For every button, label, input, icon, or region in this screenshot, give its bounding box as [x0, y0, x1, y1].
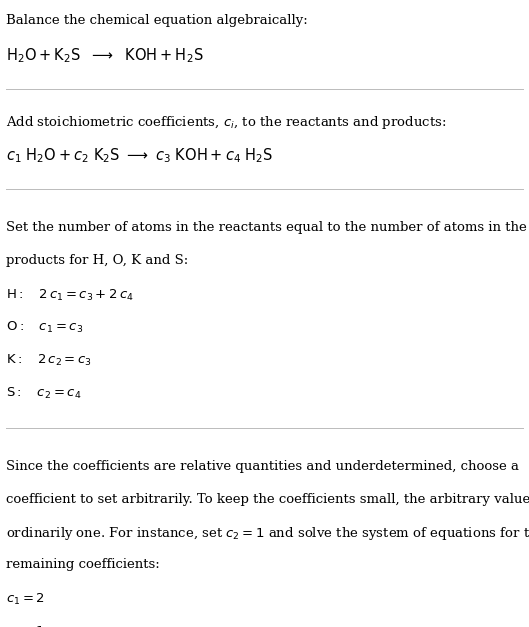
Text: Set the number of atoms in the reactants equal to the number of atoms in the: Set the number of atoms in the reactants… — [6, 221, 527, 234]
Text: $\mathsf{K:}\quad 2\,c_2 = c_3$: $\mathsf{K:}\quad 2\,c_2 = c_3$ — [6, 353, 93, 368]
Text: $c_1 = 2$: $c_1 = 2$ — [6, 592, 45, 607]
Text: remaining coefficients:: remaining coefficients: — [6, 558, 160, 571]
Text: Since the coefficients are relative quantities and underdetermined, choose a: Since the coefficients are relative quan… — [6, 460, 519, 473]
Text: coefficient to set arbitrarily. To keep the coefficients small, the arbitrary va: coefficient to set arbitrarily. To keep … — [6, 493, 529, 506]
Text: $c_1\ \mathsf{H_2O} + c_2\ \mathsf{K_2S}\ \longrightarrow\ c_3\ \mathsf{KOH} + c: $c_1\ \mathsf{H_2O} + c_2\ \mathsf{K_2S}… — [6, 147, 274, 165]
Text: $\mathsf{O:}\quad c_1 = c_3$: $\mathsf{O:}\quad c_1 = c_3$ — [6, 320, 84, 335]
Text: $\mathsf{S:}\quad c_2 = c_4$: $\mathsf{S:}\quad c_2 = c_4$ — [6, 386, 81, 401]
Text: $\mathsf{H_2O + K_2S}$  $\mathsf{\longrightarrow}$  $\mathsf{KOH + H_2S}$: $\mathsf{H_2O + K_2S}$ $\mathsf{\longrig… — [6, 46, 204, 65]
Text: ordinarily one. For instance, set $c_2 = 1$ and solve the system of equations fo: ordinarily one. For instance, set $c_2 =… — [6, 525, 529, 542]
Text: $c_2 = 1$: $c_2 = 1$ — [6, 624, 45, 627]
Text: Add stoichiometric coefficients, $\mathit{c}_i$, to the reactants and products:: Add stoichiometric coefficients, $\mathi… — [6, 114, 446, 131]
Text: Balance the chemical equation algebraically:: Balance the chemical equation algebraica… — [6, 14, 308, 27]
Text: $\mathsf{H:}\quad 2\,c_1 = c_3 + 2\,c_4$: $\mathsf{H:}\quad 2\,c_1 = c_3 + 2\,c_4$ — [6, 288, 134, 303]
Text: products for H, O, K and S:: products for H, O, K and S: — [6, 253, 189, 266]
